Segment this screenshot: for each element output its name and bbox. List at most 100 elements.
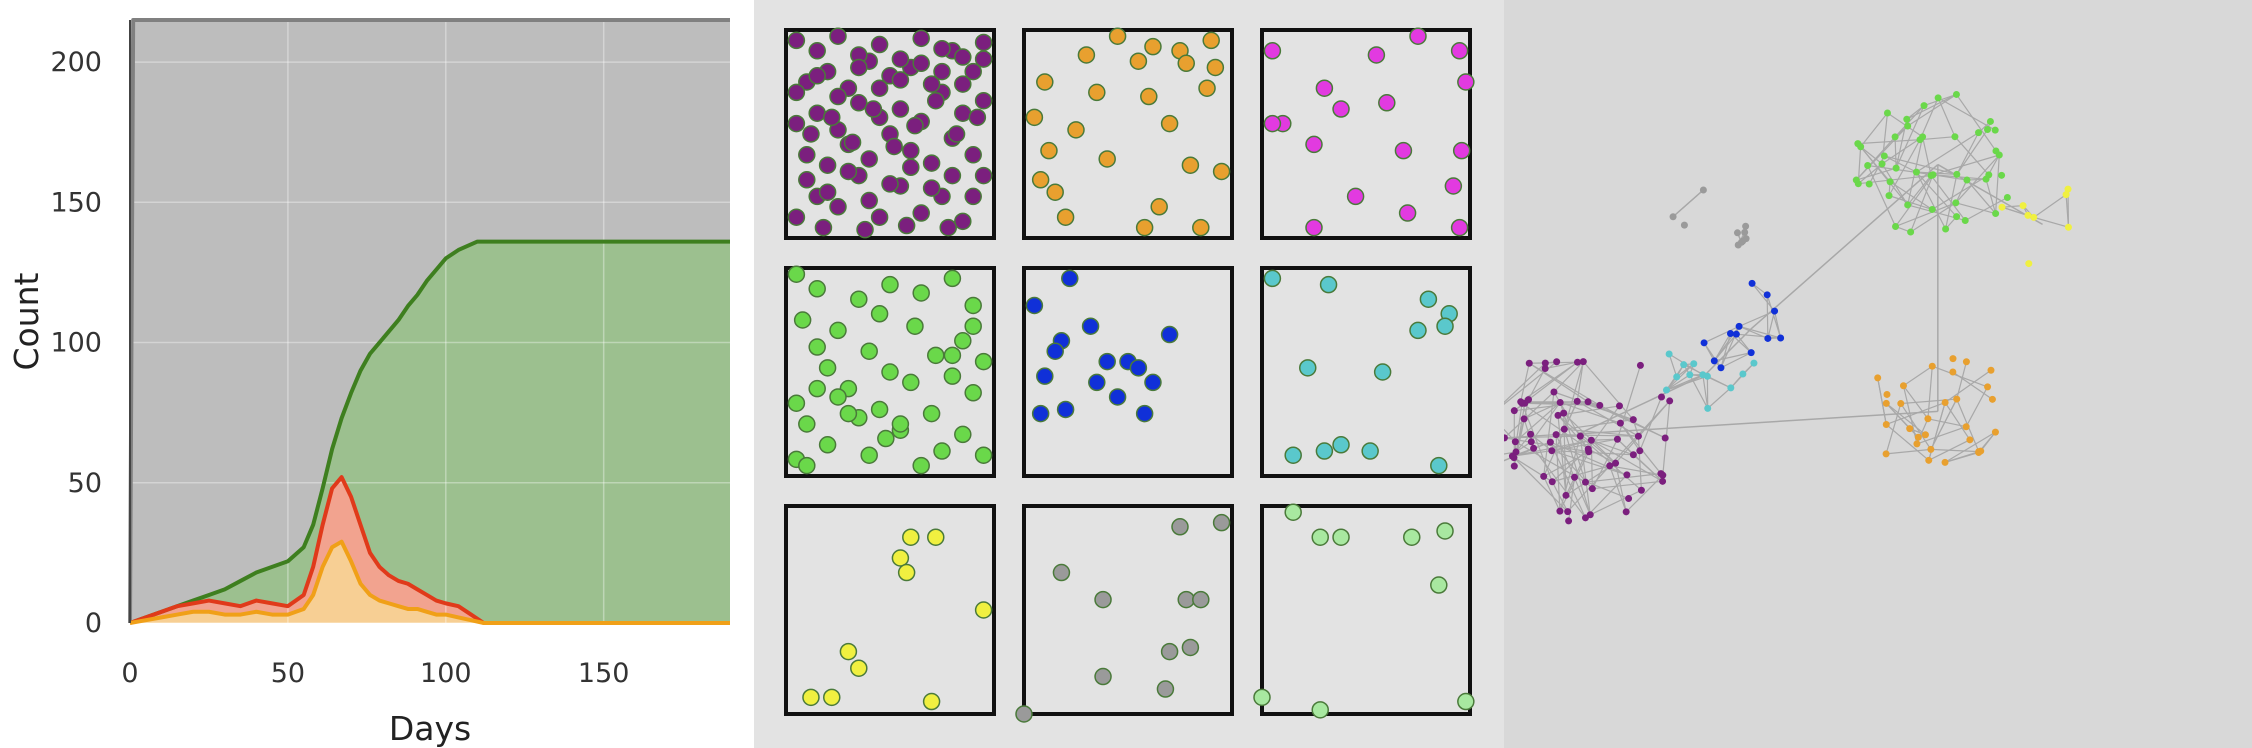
y-tick-label: 100 [50,328,102,359]
network-node [1934,94,1942,102]
scatter-point [1046,342,1064,360]
scatter-point [1040,141,1058,160]
scatter-point [877,429,895,448]
scatter-point [1367,46,1386,64]
network-edge [1625,474,1664,513]
scatter-point [850,58,868,77]
network-edge [1860,112,1888,148]
network-graph [1504,0,2252,748]
network-edge [1567,465,1611,513]
scatter-point [793,311,812,329]
network-edge [1551,481,1569,512]
network-edge [1937,97,1956,137]
network-node [1659,471,1667,479]
network-node [1892,164,1900,172]
network-edge [1563,361,1584,430]
scatter-point [802,688,820,707]
scatter-point [1305,218,1323,237]
network-node [1992,210,2000,218]
network-node [1907,228,1915,236]
network-edge [1590,489,1642,516]
network-node [1665,350,1673,358]
network-edge [1856,167,1897,181]
network-node [2019,202,2027,210]
scatter-point [1181,638,1200,657]
network-node [1921,431,1929,439]
network-node [1541,359,1549,367]
network-edge [1944,451,1979,463]
network-node [1942,225,1950,233]
scatter-point [1098,352,1116,371]
network-node [1865,180,1873,188]
network-node [1560,425,1568,433]
network-node [2003,194,2011,202]
scatter-point [902,528,920,546]
scatter-point [1373,363,1392,381]
network-node [1525,359,1533,367]
network-node [1904,122,1912,130]
network-node [1552,431,1560,439]
network-node [1963,176,1971,184]
network-node [1925,456,1933,464]
scatter-point [839,642,858,661]
network-edge [1668,353,1678,378]
network-node [1658,393,1666,401]
network-node [1596,401,1604,409]
scatter-point [829,198,847,216]
network-edge [1533,447,1586,519]
scatter-point [1094,667,1112,686]
scatter-point [912,456,930,475]
network-node [1565,517,1573,525]
network-edge [1528,362,1589,403]
network-edge [1720,352,1752,369]
scatter-point [787,31,806,50]
network-node [1763,291,1771,299]
network-node [1510,462,1518,470]
network-edge [1860,146,1883,165]
network-edge [1956,361,1967,400]
network-node [1882,420,1890,428]
network-edge [1895,202,1957,228]
scatter-point [912,29,930,48]
network-edge [1937,97,1996,131]
network-node [1953,395,1961,403]
network-node [1882,399,1890,407]
inter-cluster-edge [1578,410,1938,435]
network-edge [1889,181,1933,210]
network-edge [1910,202,1957,233]
network-edge [1666,374,1691,391]
network-svg [1504,90,2072,525]
scatter-point [1025,108,1044,127]
scatter-point [1135,404,1154,423]
network-node [1573,358,1581,366]
scatter-point [818,156,837,174]
scatter-point [974,91,993,110]
network-edge [1565,448,1589,496]
scatter-point [870,208,889,226]
network-edge [1885,403,1902,455]
scatter-point [943,269,962,288]
scatter-point [808,379,826,398]
network-node [1777,334,1785,342]
scatter-point [1144,373,1162,392]
scatter-point [1332,100,1350,118]
scatter-point [954,75,972,93]
scatter-point [829,87,847,106]
network-node [1885,192,1893,200]
network-edge [1557,414,1589,450]
scatter-point [891,50,910,68]
scatter-point [823,688,841,707]
network-edge [1916,426,1967,445]
network-edge [1523,401,1561,420]
series-2-area [130,477,730,623]
x-axis-title: Days [389,709,471,748]
network-node [2064,223,2072,231]
network-node [1680,221,1688,229]
scatter-point [897,216,916,235]
network-node [1504,434,1508,442]
scatter-point [1315,442,1334,460]
scatter-point [881,175,899,193]
network-node [1661,434,1669,442]
network-edge [1922,136,1932,176]
network-node [1587,436,1595,444]
